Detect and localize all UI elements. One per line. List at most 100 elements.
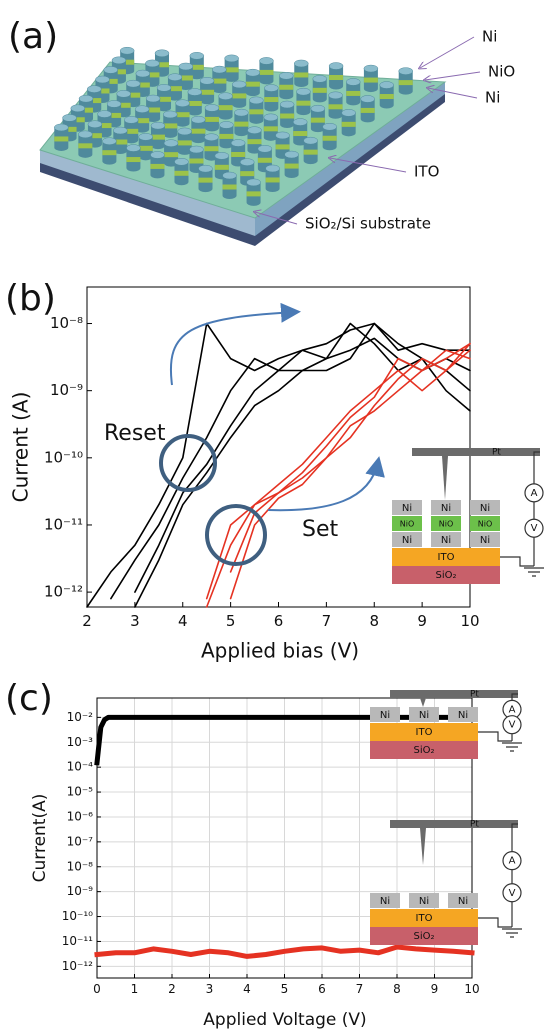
- pillar-top: [191, 115, 206, 124]
- pillar-nio-band: [293, 131, 308, 137]
- sweep-arrow: [267, 456, 385, 512]
- pillar-nio-band: [247, 139, 262, 145]
- probe-needle: [420, 828, 426, 865]
- pillar-top: [106, 100, 122, 108]
- label-arrow: [330, 158, 407, 173]
- pillar-nio-band: [329, 75, 344, 81]
- pillar-nio-band: [360, 107, 375, 113]
- pillar-nio-band: [54, 136, 69, 142]
- pillar-top: [245, 68, 261, 77]
- pillar-nio-band: [275, 144, 290, 150]
- substrate-right-face: [255, 82, 445, 236]
- pillar-top: [175, 99, 190, 107]
- panel-a: (a) Ni NiO Ni ITO SiO₂/Si substrate: [8, 16, 515, 246]
- inset-label: Ni: [458, 896, 468, 907]
- pillar-top: [265, 164, 280, 173]
- pillar-top: [111, 56, 127, 65]
- pillar-nio-band: [95, 88, 110, 94]
- y-tick-label: 10⁻¹⁰: [44, 448, 83, 466]
- y-tick-label: 10⁻³: [67, 735, 94, 749]
- pillar-nio-band: [70, 117, 85, 123]
- pillar-nio-band: [154, 62, 169, 68]
- pillar-top: [87, 85, 102, 93]
- pillar-nio-band: [111, 69, 126, 75]
- pillar-top: [246, 178, 261, 187]
- x-tick-label: 5: [281, 982, 289, 996]
- y-tick-label: 10⁻⁸: [67, 859, 94, 873]
- sweep-arrow: [170, 302, 301, 386]
- ito-layer: [370, 723, 478, 741]
- pillar-top: [257, 145, 273, 153]
- y-tick-label: 10⁻¹⁰: [62, 909, 93, 923]
- pillar-nio-band: [178, 75, 193, 81]
- pillar-top: [224, 54, 239, 63]
- pillar-nio-band: [79, 107, 94, 113]
- x-axis-label: Applied bias (V): [201, 639, 359, 663]
- electrode-cell: [409, 893, 439, 908]
- pillar-nio-band: [398, 80, 413, 86]
- pillar-top: [78, 130, 93, 139]
- pillar-nio-band: [113, 139, 128, 145]
- pillar-nio-band: [150, 134, 165, 140]
- highlight-circle: [205, 504, 267, 566]
- pillar-top: [247, 126, 262, 134]
- probe-needle: [442, 456, 448, 500]
- pillar-nio-band: [191, 128, 206, 134]
- x-tick-label: 0: [93, 982, 101, 996]
- data-line: [94, 944, 475, 959]
- electrode-cell: [448, 893, 478, 908]
- pillar-top: [379, 81, 394, 89]
- pillar-top: [199, 77, 215, 85]
- pillar-nio-band: [87, 98, 102, 104]
- pillar-nio-band: [198, 177, 213, 183]
- highlight-circle: [159, 434, 217, 492]
- label-arrow: [425, 71, 481, 80]
- ground-symbol: [524, 567, 544, 577]
- layer-label: ITO: [414, 163, 439, 181]
- y-tick-label: 10⁻¹²: [62, 959, 93, 973]
- x-tick-label: 7: [322, 612, 332, 630]
- layer-label: Ni: [482, 28, 497, 46]
- panel-label: (c): [5, 678, 53, 719]
- data-line: [229, 342, 471, 600]
- panel-label: (a): [8, 16, 58, 57]
- x-tick-label: 9: [417, 612, 427, 630]
- pillar-nio-band: [120, 59, 135, 65]
- pillar-nio-band: [224, 67, 239, 73]
- pillar-nio-band: [346, 90, 361, 96]
- pillar-nio-band: [97, 123, 112, 129]
- pillar-top: [62, 114, 77, 122]
- plot-frame: [96, 697, 473, 979]
- x-tick-label: 3: [206, 982, 214, 996]
- pillar-top: [249, 96, 264, 105]
- x-tick-label: 10: [460, 612, 479, 630]
- substrate-left-face: [40, 150, 255, 236]
- pillar-top: [234, 108, 249, 117]
- inset-label: A: [531, 488, 538, 499]
- pillar-nio-band: [245, 81, 260, 87]
- y-tick-label: 10⁻²: [67, 710, 94, 724]
- pillar-top: [212, 65, 227, 74]
- pillar-top: [341, 109, 356, 117]
- pillar-nio-band: [363, 77, 378, 83]
- sio2-layer: [392, 566, 500, 584]
- pillar-top: [123, 116, 139, 124]
- probe-bar: [390, 690, 518, 698]
- y-tick-label: 10⁻⁵: [67, 785, 94, 799]
- pillar-nio-band: [157, 96, 172, 102]
- inset-label: Ni: [480, 535, 490, 546]
- electrode-cell: [409, 707, 439, 722]
- ground-symbol: [502, 742, 522, 752]
- data-line: [229, 349, 471, 573]
- pillar-top: [177, 127, 192, 136]
- y-axis-label: Current (A): [9, 392, 33, 503]
- pillar-nio-band: [212, 78, 227, 84]
- pillar-top: [239, 158, 255, 166]
- meter: [502, 851, 522, 871]
- pillar-nio-band: [187, 100, 202, 106]
- pillar-nio-band: [294, 72, 309, 78]
- x-tick-label: 1: [131, 982, 139, 996]
- pillar-top: [263, 113, 279, 122]
- pillar-nio-band: [135, 82, 150, 88]
- pillar-top: [198, 164, 213, 173]
